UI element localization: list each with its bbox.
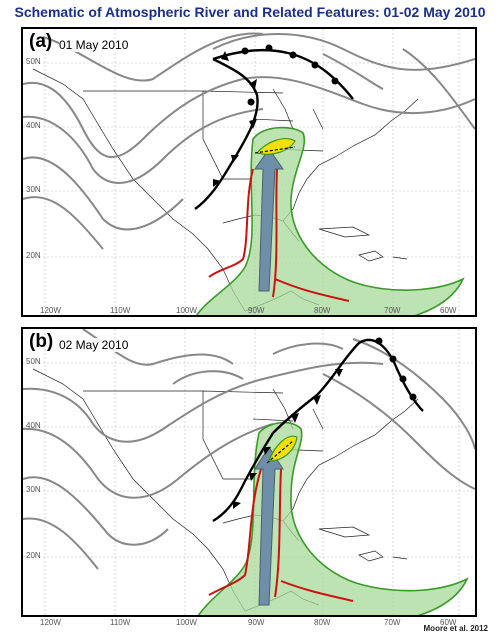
lat-label-a-30n: 30N (26, 185, 41, 194)
lon-label-a-70w: 70W (384, 306, 401, 315)
trajectories (208, 468, 354, 602)
lon-label-a-60w: 60W (440, 306, 457, 315)
geopotential-contours (23, 32, 475, 250)
lon-label-a-120w: 120W (40, 306, 61, 315)
coastline (32, 68, 419, 312)
panel-a-date: 01 May 2010 (59, 38, 129, 52)
lon-label-a-80w: 80W (314, 306, 331, 315)
figure-title: Schematic of Atmospheric River and Relat… (14, 4, 486, 20)
lon-label-b-90w: 90W (248, 618, 265, 627)
lon-label-b-70w: 70W (384, 618, 401, 627)
lon-label-b-60w: 60W (440, 618, 457, 627)
lat-label-a-40n: 40N (26, 121, 41, 130)
lon-label-b-120w: 120W (40, 618, 61, 627)
lat-label-a-20n: 20N (26, 251, 41, 260)
credit-text: Moore et al. 2012 (423, 624, 488, 633)
lat-label-a-50n: 50N (26, 57, 41, 66)
map-panel-a: (a) 01 May 2010 (21, 27, 477, 317)
lat-label-b-40n: 40N (26, 421, 41, 430)
lon-label-b-100w: 100W (176, 618, 197, 627)
panel-b-date: 02 May 2010 (59, 338, 129, 352)
lat-label-b-30n: 30N (26, 485, 41, 494)
trajectories (208, 168, 350, 302)
map-canvas-a (23, 29, 475, 315)
cold-front (194, 44, 354, 210)
lon-label-a-110w: 110W (110, 306, 131, 315)
lon-label-b-110w: 110W (110, 618, 131, 627)
panel-a-label: (a) (29, 31, 53, 52)
lon-label-a-90w: 90W (248, 306, 265, 315)
geopotential-contours (23, 329, 475, 570)
panel-b-label: (b) (29, 331, 54, 352)
map-canvas-b (23, 329, 475, 615)
coastline (32, 368, 419, 612)
cold-front (212, 337, 424, 523)
low-level-jet-arrow (254, 148, 284, 292)
lat-label-b-20n: 20N (26, 551, 41, 560)
map-panel-b: (b) 02 May 2010 (21, 327, 477, 617)
lon-label-a-100w: 100W (176, 306, 197, 315)
lon-label-b-80w: 80W (314, 618, 331, 627)
precipitation-maximum (266, 435, 298, 464)
lat-label-b-50n: 50N (26, 357, 41, 366)
precipitation-maximum (254, 138, 296, 155)
